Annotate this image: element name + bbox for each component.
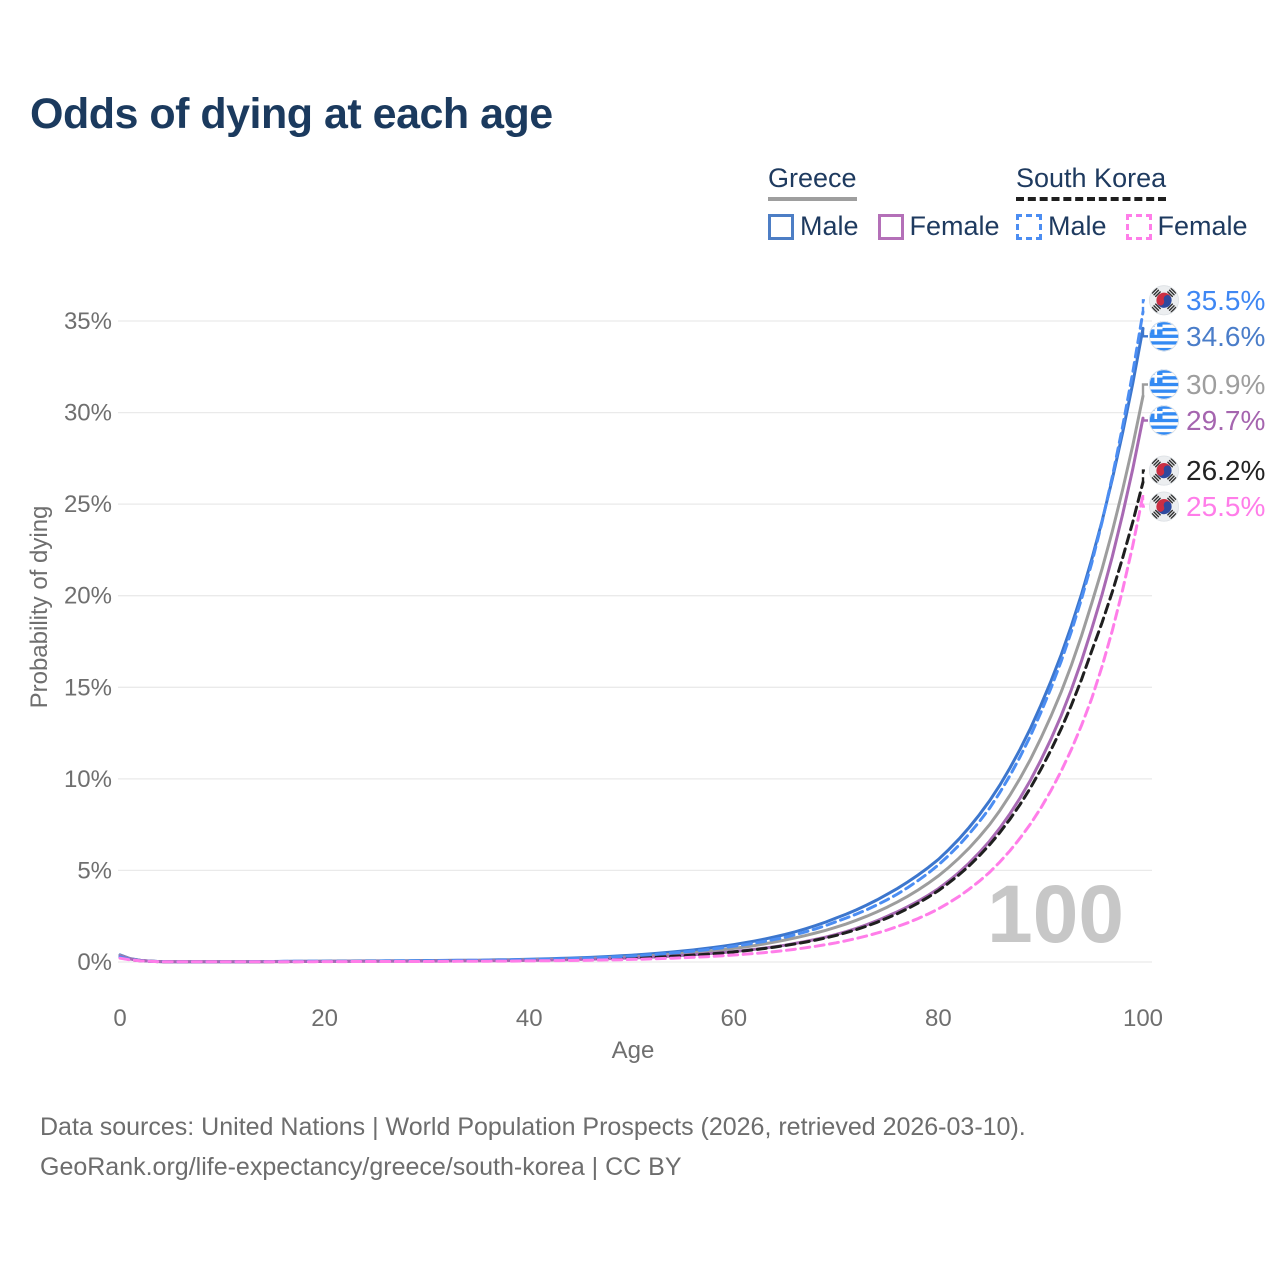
y-tick-label: 0% <box>77 949 112 976</box>
age-watermark: 100 <box>987 869 1124 960</box>
legend: Greece Male Female South Korea Male Fema… <box>0 163 1280 243</box>
legend-item-south-korea-male[interactable]: Male <box>1016 211 1107 242</box>
end-label-south-korea-male: 35.5% <box>1186 285 1265 316</box>
legend-group-greece-header: Greece <box>768 163 857 201</box>
south-korea-flag-icon <box>1149 491 1180 522</box>
greece-female-swatch-icon <box>877 213 904 240</box>
legend-group-greece: Greece Male Female <box>768 163 1000 242</box>
legend-item-label: Female <box>909 211 1000 241</box>
legend-item-greece-female[interactable]: Female <box>877 211 1000 242</box>
greece-flag-icon <box>1149 321 1180 352</box>
y-tick-label: 5% <box>77 857 112 884</box>
south-korea-male-swatch-icon <box>1016 213 1042 240</box>
south-korea-flag-icon <box>1149 455 1180 486</box>
footer-source-line: Data sources: United Nations | World Pop… <box>40 1113 1026 1141</box>
y-tick-label: 30% <box>64 400 112 427</box>
legend-item-south-korea-female[interactable]: Female <box>1125 211 1248 242</box>
series-line-south-korea-female[interactable] <box>118 493 1145 964</box>
chart-title: Odds of dying at each age <box>30 90 553 138</box>
mortality-line-chart[interactable]: 0% 5% 10% 15% 20% 25% 30% 35% 0 20 40 60 80 100 Age Pro… <box>0 0 1280 1080</box>
greece-flag-icon <box>1149 369 1180 400</box>
end-label-greece-male: 34.6% <box>1186 321 1265 352</box>
x-tick-label: 40 <box>516 1005 543 1032</box>
y-tick-label: 15% <box>64 674 112 701</box>
footer-attribution-line: GeoRank.org/life-expectancy/greece/south… <box>40 1153 682 1181</box>
y-axis-title: Probability of dying <box>26 506 53 709</box>
y-tick-label: 10% <box>64 766 112 793</box>
leader-line-greece-male <box>1141 328 1148 338</box>
legend-item-label: Male <box>800 211 859 241</box>
legend-item-label: Male <box>1048 211 1107 241</box>
series-line-south-korea-male[interactable] <box>118 310 1145 964</box>
end-label-south-korea-female: 25.5% <box>1186 491 1265 522</box>
leader-line-south-korea-female <box>1141 495 1148 508</box>
leader-line-south-korea-both-sexes <box>1141 469 1148 483</box>
footer: Data sources: United Nations | World Pop… <box>40 1107 1026 1187</box>
end-label-south-korea-both-sexes: 26.2% <box>1186 455 1265 486</box>
end-label-greece-both-sexes: 30.9% <box>1186 369 1265 400</box>
south-korea-flag-icon <box>1149 285 1180 316</box>
legend-greece-items: Male Female <box>768 211 1000 242</box>
y-tick-label: 25% <box>64 491 112 518</box>
legend-item-greece-male[interactable]: Male <box>768 211 859 242</box>
greece-flag-icon <box>1149 405 1180 436</box>
x-tick-label: 80 <box>925 1005 952 1032</box>
x-tick-label: 20 <box>311 1005 338 1032</box>
x-tick-label: 0 <box>113 1005 126 1032</box>
legend-group-south-korea: South Korea Male Female <box>1016 163 1248 242</box>
legend-south-korea-items: Male Female <box>1016 211 1248 242</box>
legend-group-south-korea-header: South Korea <box>1016 163 1167 201</box>
x-tick-label: 60 <box>720 1005 747 1032</box>
leader-line-greece-female <box>1141 418 1148 422</box>
greece-male-swatch-icon <box>768 213 794 240</box>
leader-line-greece-both-sexes <box>1141 383 1148 397</box>
legend-item-label: Female <box>1157 211 1248 241</box>
y-tick-label: 35% <box>64 308 112 335</box>
y-tick-label: 20% <box>64 583 112 610</box>
series-line-greece-male[interactable] <box>118 326 1145 964</box>
x-axis-title: Age <box>612 1037 655 1064</box>
south-korea-female-swatch-icon <box>1125 213 1152 240</box>
x-tick-label: 100 <box>1123 1005 1163 1032</box>
leader-line-south-korea-male <box>1141 299 1148 312</box>
end-label-greece-female: 29.7% <box>1186 405 1265 436</box>
